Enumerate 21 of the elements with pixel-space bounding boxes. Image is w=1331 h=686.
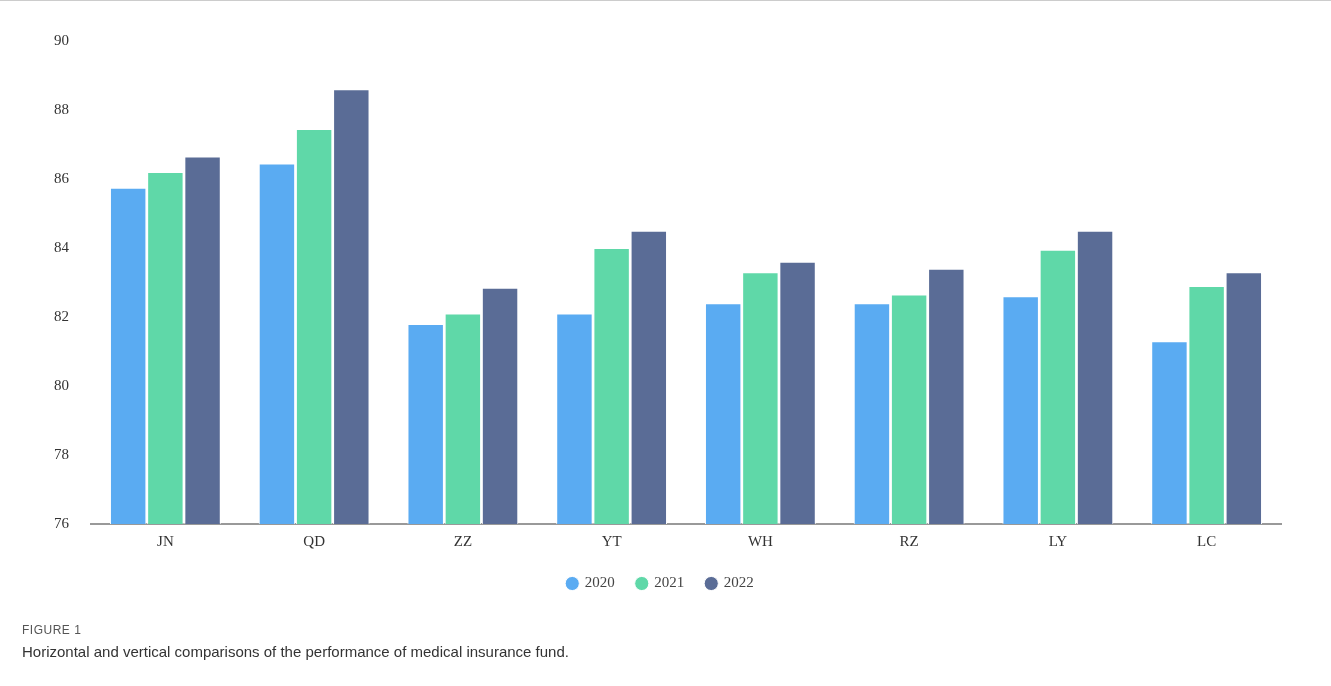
text: Horizontal and vertical comparisons of the performance of medical insurance fund. [22, 643, 569, 660]
y-tick-label: 86 [54, 169, 70, 186]
y-tick-label: 84 [54, 238, 70, 255]
y-tick-label: 80 [54, 376, 69, 393]
legend-label: 2022 [723, 574, 754, 591]
x-tick-label: JN [157, 532, 174, 549]
y-tick-label: 76 [54, 514, 70, 531]
x-tick-label: YT [601, 532, 622, 549]
x-tick-label: QD [303, 532, 326, 549]
x-tick-label: RZ [899, 532, 919, 549]
y-tick-label: 82 [54, 307, 69, 324]
y-tick-label: 78 [54, 445, 69, 462]
x-tick-label: WH [747, 532, 774, 549]
x-tick-label: LY [1048, 532, 1068, 549]
legend-label: 2021 [654, 574, 685, 591]
legend-label: 2020 [584, 574, 615, 591]
y-tick-label: 88 [54, 100, 69, 117]
x-tick-label: ZZ [453, 532, 473, 549]
y-tick-label: 90 [54, 31, 69, 48]
caption: FIGURE 1 [22, 623, 83, 637]
x-tick-label: LC [1197, 532, 1217, 549]
